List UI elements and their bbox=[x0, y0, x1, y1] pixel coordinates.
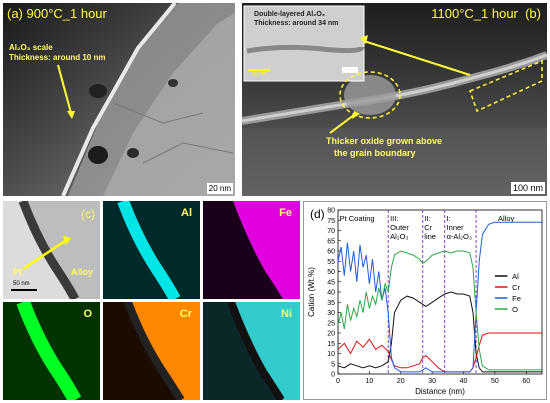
x-tick-label: 10 bbox=[365, 378, 373, 385]
panel-d-title: (d) bbox=[310, 207, 325, 221]
y-tick-label: 75 bbox=[327, 218, 335, 225]
panel-a-micrograph bbox=[3, 3, 235, 196]
legend-label-al: Al bbox=[512, 272, 519, 281]
panel-a-scale-bar: 20 nm bbox=[206, 183, 233, 194]
y-tick-label: 20 bbox=[327, 331, 335, 338]
panel-d-chart: (d) Pt Coating III: Outer Al₂O₃ II: Cr line I: I… bbox=[303, 201, 547, 400]
x-tick-label: 20 bbox=[397, 378, 405, 385]
legend-label-cr: Cr bbox=[512, 283, 520, 292]
x-tick-label: 40 bbox=[460, 378, 468, 385]
series-line-al bbox=[337, 291, 542, 373]
y-tick-label: 40 bbox=[327, 290, 335, 297]
y-tick-label: 50 bbox=[327, 269, 335, 276]
panel-b-annotation-line1: Thicker oxide grown above bbox=[326, 136, 443, 146]
cr-map: Cr bbox=[103, 302, 200, 400]
y-tick-label: 60 bbox=[327, 249, 335, 256]
panel-b-annotation-line2: the grain boundary bbox=[334, 148, 416, 158]
o-map-image bbox=[16, 302, 82, 400]
region-label: Outer bbox=[390, 223, 409, 232]
panel-a-tem-image: (a) 900°C_1 hour Al₂O₃ scale Thickness: … bbox=[3, 3, 235, 196]
panel-c-title: (c) bbox=[81, 207, 95, 221]
al-map-image bbox=[117, 201, 181, 299]
y-tick-label: 45 bbox=[327, 279, 335, 286]
y-tick-label: 80 bbox=[327, 208, 335, 215]
region-label: II: bbox=[424, 214, 430, 223]
panel-a-annotation-line2: Thickness: around 10 nm bbox=[9, 53, 106, 62]
pt-label: Pt bbox=[13, 267, 22, 277]
o-map: O bbox=[3, 302, 100, 400]
y-tick-label: 10 bbox=[327, 351, 335, 358]
alloy-label: Alloy bbox=[71, 267, 94, 277]
fe-map: Fe bbox=[203, 201, 300, 299]
y-tick-label: 25 bbox=[327, 320, 335, 327]
region-label: I: bbox=[447, 214, 451, 223]
haadf-map: (c) Pt Alloy 50 nm bbox=[3, 201, 100, 299]
region-label: Cr bbox=[424, 223, 432, 232]
al-map-label: Al bbox=[181, 207, 192, 219]
x-axis-label: Distance (nm) bbox=[415, 387, 465, 396]
legend-label-o: O bbox=[512, 305, 518, 314]
x-tick-label: 60 bbox=[522, 378, 530, 385]
panel-c-eds-maps: (c) Pt Alloy 50 nm Al Fe O Cr Ni bbox=[3, 201, 300, 400]
series-line-o bbox=[337, 250, 542, 371]
ni-map: Ni bbox=[203, 302, 300, 400]
region-label: line bbox=[424, 232, 436, 241]
cr-map-label: Cr bbox=[179, 308, 192, 320]
panel-b-inset-scale: 50 nm bbox=[252, 71, 266, 77]
o-map-label: O bbox=[83, 308, 92, 320]
panel-b-title: 1100°C_1 hour (b) bbox=[431, 6, 541, 21]
series-line-cr bbox=[337, 332, 542, 373]
region-label: α-Al₂O₃ bbox=[447, 232, 472, 241]
haadf-micrograph bbox=[3, 201, 100, 299]
y-tick-label: 35 bbox=[327, 300, 335, 307]
y-tick-label: 55 bbox=[327, 259, 335, 266]
panel-b-tem-image: 1100°C_1 hour (b) Double-layered Al₂O₃ T… bbox=[242, 3, 547, 196]
panel-a-arrow bbox=[57, 64, 75, 119]
fe-map-image bbox=[233, 201, 300, 299]
y-axis-label: Cation (Wt.%) bbox=[307, 267, 316, 317]
series-line-fe bbox=[337, 221, 542, 373]
panel-a-annotation-line1: Al₂O₃ scale bbox=[9, 43, 53, 52]
panel-a-title: (a) 900°C_1 hour bbox=[7, 6, 107, 21]
panel-b-inset-line2: Thickness: around 34 nm bbox=[254, 20, 339, 27]
legend-label-fe: Fe bbox=[512, 294, 521, 303]
y-tick-label: 70 bbox=[327, 228, 335, 235]
y-tick-label: 5 bbox=[331, 361, 335, 368]
region-label: III: bbox=[390, 214, 398, 223]
plot-frame bbox=[337, 209, 543, 375]
al-map: Al bbox=[103, 201, 200, 299]
y-tick-label: 0 bbox=[331, 372, 335, 379]
region-label: Alloy bbox=[498, 214, 515, 223]
x-tick-label: 0 bbox=[336, 378, 340, 385]
x-tick-label: 50 bbox=[491, 378, 499, 385]
cr-map-image bbox=[124, 302, 200, 400]
panel-c-scale-bar: 50 nm bbox=[13, 281, 30, 287]
region-label: Al₂O₃ bbox=[390, 232, 408, 241]
y-tick-label: 30 bbox=[327, 310, 335, 317]
region-label: Inner bbox=[447, 223, 465, 232]
panel-b-scale-bar: 100 nm bbox=[510, 182, 545, 194]
y-tick-label: 65 bbox=[327, 238, 335, 245]
y-tick-label: 15 bbox=[327, 341, 335, 348]
x-tick-label: 30 bbox=[428, 378, 436, 385]
panel-b-inset-line1: Double-layered Al₂O₃ bbox=[254, 11, 326, 18]
line-scan-chart: (d) Pt Coating III:OuterAl₂O₃II:CrlineI:I… bbox=[307, 207, 543, 396]
ni-map-image bbox=[227, 302, 300, 400]
fe-map-label: Fe bbox=[279, 207, 292, 219]
region-label: Pt Coating bbox=[340, 214, 375, 223]
ni-map-label: Ni bbox=[281, 308, 292, 320]
panel-b-micrograph bbox=[242, 3, 547, 196]
